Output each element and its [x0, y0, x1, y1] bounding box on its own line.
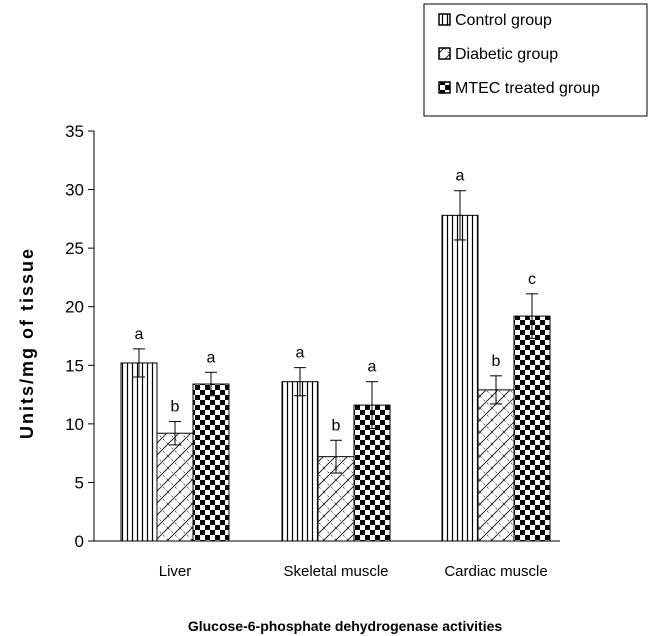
bar [441, 214, 479, 542]
bar [281, 381, 319, 542]
y-tick-label: 25 [65, 239, 84, 258]
x-axis-title: Glucose-6-phosphate dehydrogenase activi… [188, 618, 503, 634]
y-tick-label: 5 [75, 473, 84, 492]
category-label: Liver [159, 563, 192, 580]
bar [192, 383, 230, 542]
significance-label: c [528, 271, 536, 288]
legend-swatch [438, 81, 451, 94]
y-tick-label: 10 [65, 415, 84, 434]
bar [120, 362, 158, 542]
legend-label: Diabetic group [455, 46, 558, 63]
y-axis-title: Units/mg of tissue [17, 247, 37, 439]
legend-box [423, 3, 648, 117]
y-tick-label: 35 [65, 122, 84, 141]
significance-label: a [135, 326, 144, 343]
legend-swatch [438, 13, 451, 26]
legend-label: Control group [455, 12, 552, 29]
significance-label: b [492, 353, 501, 370]
category-label: Cardiac muscle [444, 563, 547, 580]
significance-label: a [368, 359, 377, 376]
significance-label: a [296, 345, 305, 362]
significance-label: a [207, 349, 216, 366]
bar [156, 432, 194, 542]
significance-label: a [456, 168, 465, 185]
legend-label: MTEC treated group [455, 80, 600, 97]
significance-label: b [332, 417, 341, 434]
legend-swatch [438, 47, 451, 60]
legend: Control group Diabetic group MTEC treated … [423, 3, 648, 117]
bar [477, 389, 515, 542]
y-tick-label: 20 [65, 298, 84, 317]
bars: a b a Liver a b a Skeletal muscle a b c Cardiac mus… [120, 168, 551, 580]
y-tick-label: 30 [65, 181, 84, 200]
y-tick-label: 0 [75, 532, 84, 551]
y-tick-label: 15 [65, 356, 84, 375]
significance-label: b [171, 399, 180, 416]
category-label: Skeletal muscle [283, 563, 388, 580]
bar [513, 315, 551, 542]
